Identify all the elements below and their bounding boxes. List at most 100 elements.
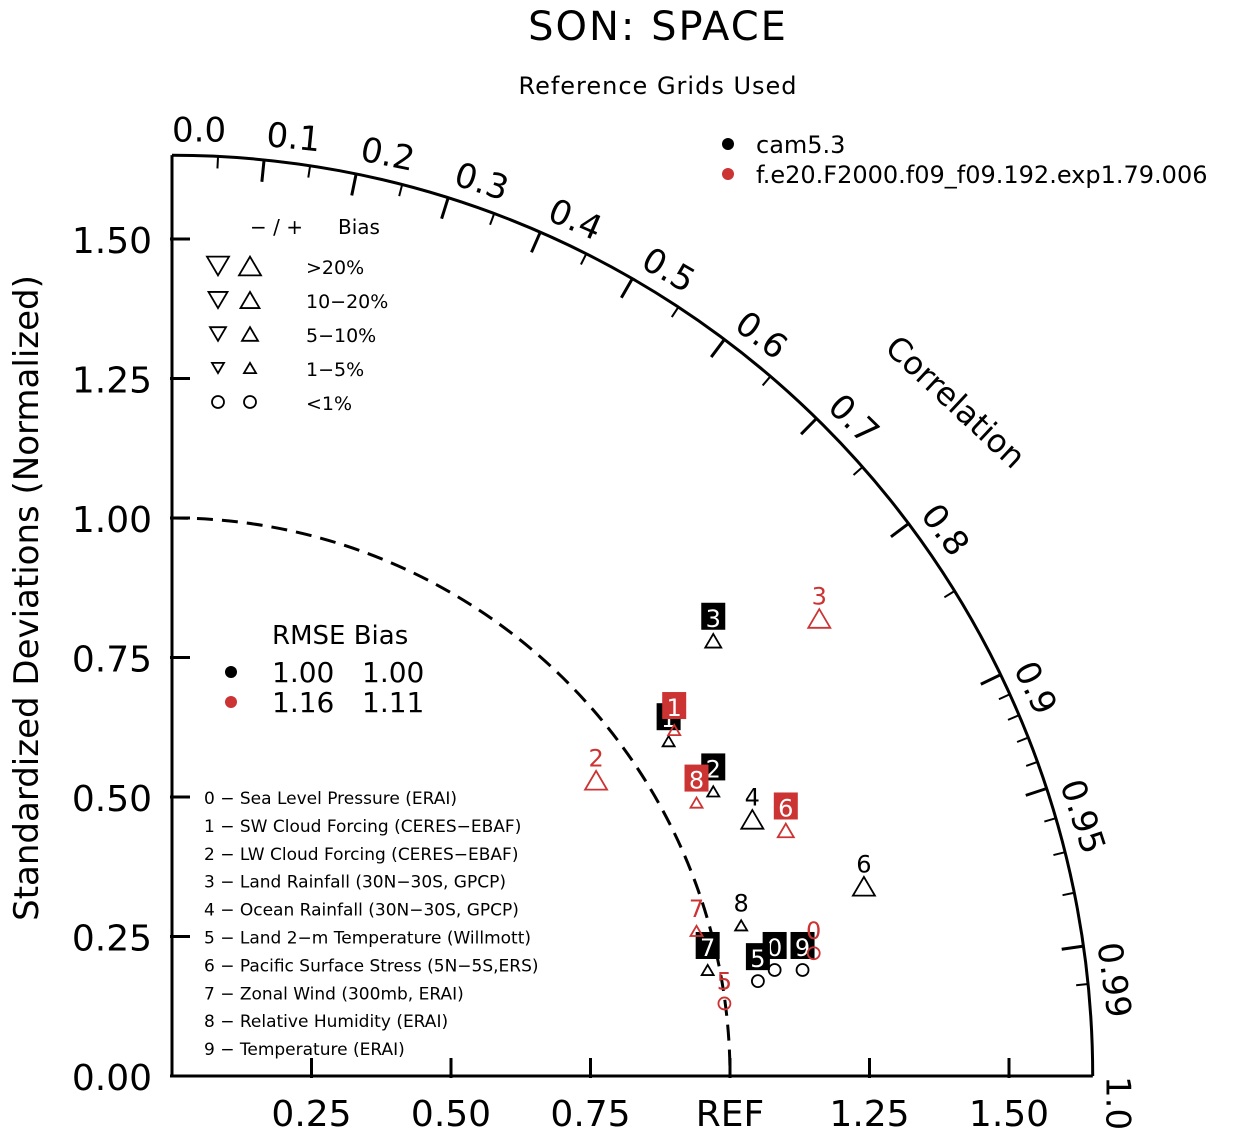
correlation-tick-label: 0.99	[1088, 940, 1138, 1021]
x-tick-label: REF	[696, 1094, 764, 1135]
y-tick-label: 0.00	[72, 1058, 152, 1099]
data-point-triangle-marker	[806, 607, 832, 629]
data-point: 6	[773, 792, 798, 839]
correlation-tick-label: 0.1	[265, 115, 323, 160]
legends-group: − / + Bias >20% 10−20% 5−10% 1−5% <1% cam5.3f.e…	[204, 131, 1207, 1060]
correlation-minor-tick	[489, 213, 496, 226]
data-point: 5	[717, 967, 732, 1011]
data-point-label: 4	[745, 783, 760, 811]
data-point-label: 3	[812, 582, 827, 610]
x-tick-label: 1.50	[969, 1094, 1049, 1135]
data-point-triangle-marker	[776, 821, 796, 839]
variable-legend-item: 3 − Land Rainfall (30N−30S, GPCP)	[204, 873, 506, 893]
correlation-tick-label: 0.0	[172, 110, 226, 150]
data-point: 6	[851, 850, 877, 897]
variable-legend-item: 7 − Zonal Wind (300mb, ERAI)	[204, 984, 464, 1004]
data-point: 9	[790, 931, 815, 977]
data-point-label: 0	[806, 917, 821, 945]
data-point: 0	[806, 917, 821, 961]
data-point-triangle-marker	[661, 734, 677, 748]
correlation-minor-tick	[1016, 736, 1029, 743]
correlation-tick	[530, 231, 542, 253]
bias-legend-circle-icon	[211, 395, 225, 409]
correlation-tick	[980, 673, 1002, 686]
bias-legend-row-label: 10−20%	[306, 291, 388, 313]
data-point-triangle-marker	[739, 808, 765, 830]
correlation-tick-label: 0.9	[1005, 655, 1065, 721]
rmse-legend-dot-icon	[225, 696, 237, 708]
data-point-triangle-marker	[688, 924, 705, 937]
correlation-minor-tick	[670, 306, 680, 318]
data-point-label: 5	[750, 945, 765, 973]
bias-legend-row-label: <1%	[306, 393, 352, 415]
correlation-minor-tick	[1062, 891, 1075, 897]
variable-legend-item: 2 − LW Cloud Forcing (CERES−EBAF)	[204, 845, 518, 865]
data-point-circle-marker	[795, 963, 810, 977]
bias-legend-row-label: >20%	[306, 257, 364, 279]
data-point-triangle-marker	[733, 918, 749, 932]
outer-arc	[171, 153, 1095, 1077]
bias-legend-up-triangle-icon	[240, 325, 260, 342]
data-point-label: 2	[588, 744, 603, 772]
reference-arc	[171, 516, 732, 1077]
correlation-minor-tick	[943, 590, 956, 599]
correlation-tick	[1061, 944, 1084, 951]
correlation-tick-label: 0.5	[635, 240, 702, 302]
y-tick-label: 0.50	[72, 779, 152, 820]
data-point-triangle-marker	[703, 632, 723, 649]
data-point: 2	[583, 744, 609, 791]
correlation-tick-label: 0.7	[820, 386, 887, 452]
y-axis-label: Standardized Deviations (Normalized)	[7, 275, 47, 921]
bias-legend-row-label: 5−10%	[306, 325, 376, 347]
variable-legend-item: 1 − SW Cloud Forcing (CERES−EBAF)	[204, 817, 521, 837]
data-point-label: 9	[795, 934, 810, 962]
correlation-minor-tick	[1053, 851, 1066, 857]
data-point: 8	[733, 889, 749, 932]
data-point-label-box	[662, 692, 687, 720]
y-tick-label: 0.25	[72, 919, 152, 960]
correlation-minor-tick	[852, 466, 864, 476]
data-point: 3	[806, 582, 832, 629]
variable-legend-item: 6 − Pacific Surface Stress (5N−5S,ERS)	[204, 956, 539, 976]
data-point-label: 6	[778, 794, 793, 822]
correlation-tick-label: 0.95	[1051, 774, 1113, 858]
bias-legend-up-triangle-icon	[242, 361, 258, 374]
correlation-tick	[800, 417, 818, 436]
bias-legend-up-triangle-icon	[238, 290, 262, 309]
x-tick-label: 0.50	[411, 1094, 491, 1135]
data-point-triangle-marker	[666, 723, 682, 737]
correlation-tick-label: 0.8	[913, 497, 977, 564]
rmse-legend-dot-icon	[225, 666, 237, 678]
x-tick-label: 0.25	[271, 1094, 351, 1135]
case-legend-dot-icon	[722, 168, 734, 180]
bias-legend-up-triangle-icon	[237, 254, 263, 277]
case-legend-label: f.e20.F2000.f09_f09.192.exp1.79.006	[756, 161, 1207, 189]
correlation-minor-tick	[216, 156, 220, 169]
correlation-label: Correlation	[878, 328, 1033, 476]
data-point-label-box	[745, 943, 770, 971]
data-point-label: 1	[667, 694, 682, 722]
data-point-label: 7	[689, 895, 704, 923]
rmse-legend-bias: 1.11	[362, 686, 424, 719]
data-point: 5	[745, 943, 770, 989]
correlation-tick-label: 0.6	[727, 303, 794, 367]
data-point-label-box	[773, 792, 798, 820]
data-point-label: 0	[767, 934, 782, 962]
correlation-tick	[1025, 787, 1048, 797]
bias-legend-down-triangle-icon	[210, 362, 226, 375]
x-tick-label: 1.25	[829, 1094, 909, 1135]
correlation-minor-tick	[580, 253, 588, 265]
correlation-minor-tick	[398, 184, 404, 197]
data-point-triangle-marker	[688, 795, 705, 809]
correlation-minor-tick	[998, 693, 1011, 701]
data-point-triangle-marker	[583, 769, 609, 791]
data-point-label: 6	[856, 850, 871, 878]
bias-legend-down-triangle-icon	[208, 326, 228, 343]
data-point-label: 3	[706, 605, 721, 633]
x-tick-label: 0.75	[550, 1094, 630, 1135]
correlation-tick	[260, 159, 266, 182]
correlation-minor-tick	[307, 165, 312, 178]
chart-title: SON: SPACE	[528, 4, 788, 50]
